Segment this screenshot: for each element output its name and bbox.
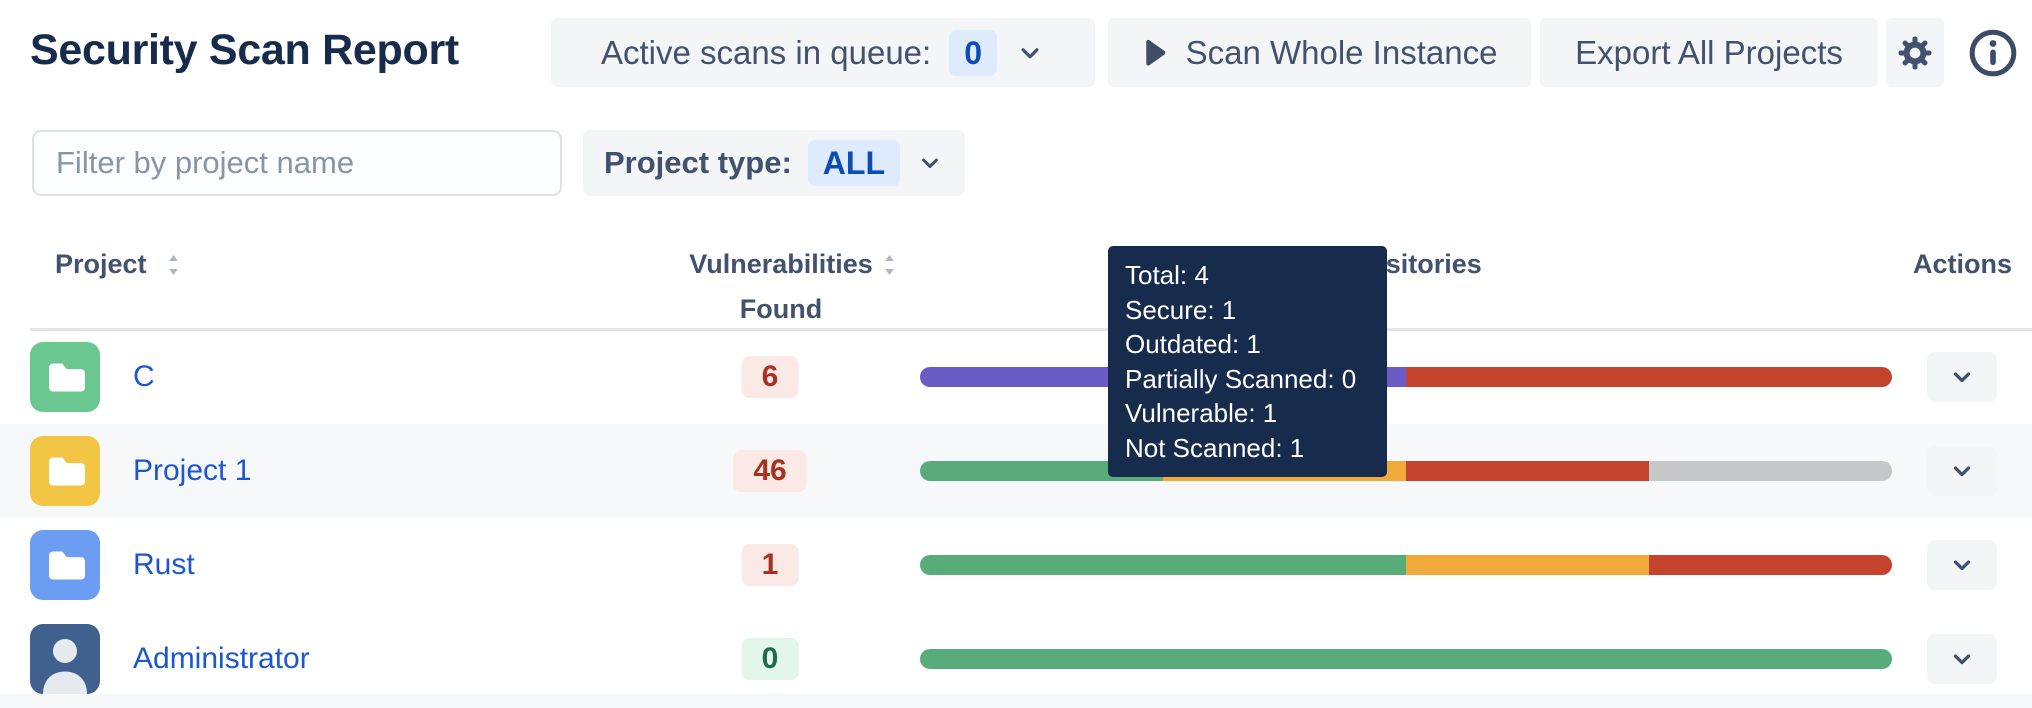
bar-segment-not_scanned <box>1649 461 1892 481</box>
column-header-vulnerabilities-line2[interactable]: Found <box>739 294 823 324</box>
project-link[interactable]: Administrator <box>133 642 310 675</box>
row-actions-dropdown-button[interactable] <box>1927 352 1997 402</box>
chevron-down-icon <box>922 158 938 169</box>
info-button[interactable] <box>1962 18 2024 87</box>
chevron-down-icon <box>1953 654 1971 665</box>
project-link[interactable]: Rust <box>133 548 195 581</box>
tooltip-line: Not Scanned: 1 <box>1125 432 1305 463</box>
bar-segment-secure <box>920 461 1163 481</box>
tooltip-line: Total: 4 <box>1125 260 1209 290</box>
play-icon <box>1145 39 1165 66</box>
tooltip-line: Outdated: 1 <box>1125 329 1261 359</box>
column-header-actions: Actions <box>1912 249 2012 279</box>
gear-icon <box>1898 36 1932 69</box>
repositories-tooltip: Total: 4 Secure: 1 Outdated: 1 Partially… <box>1108 246 1387 477</box>
row-actions-dropdown-button[interactable] <box>1927 540 1997 590</box>
chevron-down-icon <box>1021 47 1039 58</box>
settings-button[interactable] <box>1886 18 1944 87</box>
page-title: Security Scan Report <box>30 26 459 74</box>
queue-count-badge: 0 <box>949 29 997 76</box>
chevron-down-icon <box>1953 466 1971 477</box>
project-link[interactable]: Project 1 <box>133 454 252 487</box>
bar-segment-vulnerable <box>1406 367 1892 387</box>
tooltip-line: Partially Scanned: 0 <box>1125 363 1357 394</box>
vulnerabilities-count-badge: 46 <box>733 450 807 492</box>
vulnerabilities-count-badge: 6 <box>741 356 799 398</box>
repositories-status-bar[interactable] <box>920 649 1892 669</box>
vulnerabilities-count-badge: 1 <box>741 544 799 586</box>
info-icon <box>1969 29 2017 76</box>
bar-segment-secure <box>920 649 1892 669</box>
project-type-label: Project type: <box>604 145 792 180</box>
repositories-status-bar[interactable] <box>920 555 1892 575</box>
sort-icon[interactable] <box>882 252 897 278</box>
project-avatar-folder-icon <box>30 530 100 600</box>
project-name-filter-input[interactable] <box>32 130 562 196</box>
project-link[interactable]: C <box>133 360 155 393</box>
repositories-status-bar[interactable] <box>920 461 1892 481</box>
vulnerabilities-count-badge: 0 <box>741 638 799 680</box>
scan-button-label: Scan Whole Instance <box>1185 33 1498 71</box>
export-button-label: Export All Projects <box>1575 33 1843 71</box>
row-actions-dropdown-button[interactable] <box>1927 634 1997 684</box>
active-scans-queue-dropdown[interactable]: Active scans in queue: 0 <box>551 18 1095 87</box>
bar-segment-vulnerable <box>1649 555 1892 575</box>
bar-segment-secure <box>920 555 1406 575</box>
user-avatar-icon <box>30 624 100 694</box>
bar-segment-outdated <box>1406 555 1649 575</box>
table-row: C 6 <box>0 330 2032 424</box>
queue-label: Active scans in queue: <box>601 33 932 71</box>
table-row: Rust 1 <box>0 518 2032 612</box>
chevron-down-icon <box>1953 372 1971 383</box>
scan-whole-instance-button[interactable]: Scan Whole Instance <box>1108 18 1531 87</box>
table-header-divider <box>30 328 2032 331</box>
project-avatar-folder-icon <box>30 436 100 506</box>
column-header-project[interactable]: Project <box>55 249 147 279</box>
row-actions-dropdown-button[interactable] <box>1927 446 1997 496</box>
tooltip-line: Vulnerable: 1 <box>1125 398 1278 428</box>
chevron-down-icon <box>1953 560 1971 571</box>
table-row: Project 1 46 <box>0 424 2032 518</box>
sort-icon[interactable] <box>166 252 181 278</box>
export-all-projects-button[interactable]: Export All Projects <box>1540 18 1878 87</box>
project-type-dropdown[interactable]: Project type: ALL <box>583 130 965 196</box>
column-header-vulnerabilities[interactable]: Vulnerabilities <box>689 249 873 279</box>
project-type-value-badge: ALL <box>807 140 900 186</box>
tooltip-line: Secure: 1 <box>1125 294 1237 325</box>
bar-segment-vulnerable <box>1406 461 1649 481</box>
table-row: Administrator 0 <box>0 612 2032 706</box>
repositories-status-bar[interactable] <box>920 367 1892 387</box>
next-row-partial <box>0 694 2032 708</box>
project-avatar-folder-icon <box>30 342 100 412</box>
